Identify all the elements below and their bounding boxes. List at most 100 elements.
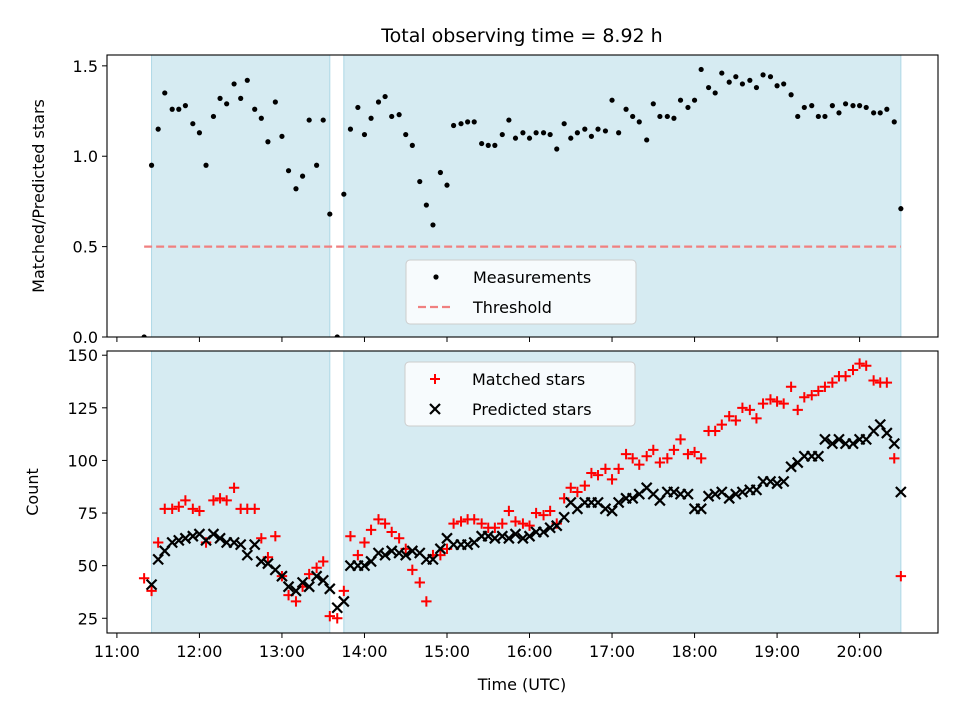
measurement-point: [623, 106, 629, 112]
x-tick-label: 11:00: [94, 642, 140, 661]
matched-star-point: [324, 610, 336, 622]
measurement-point: [526, 135, 533, 141]
measurement-point: [540, 130, 547, 136]
measurement-point: [836, 110, 842, 116]
measurement-point: [815, 113, 821, 120]
matched-star-point: [889, 453, 900, 464]
predicted-star-point: [558, 511, 570, 524]
count-panel: 25 50 75 100 125 150 11:00 12:00 13:00 14:00 15:00…: [23, 346, 939, 661]
matched-star-point: [138, 573, 150, 584]
measurement-point: [850, 103, 856, 109]
measurement-point: [512, 135, 519, 141]
matched-star-point: [586, 467, 597, 479]
measurement-point: [842, 101, 849, 107]
x-tick-label: 20:00: [837, 642, 883, 661]
matched-star-point: [332, 613, 343, 624]
measurement-point: [361, 131, 368, 138]
x-tick-label: 14:00: [341, 642, 387, 661]
matched-star-point: [228, 482, 240, 493]
predicted-star-point: [324, 583, 336, 595]
matched-star-point: [737, 402, 748, 414]
plot-area: [138, 351, 907, 633]
matched-star-point: [565, 482, 576, 493]
measurement-point: [863, 104, 869, 111]
legend-entry: Threshold: [472, 298, 552, 317]
legend: Measurements Threshold: [405, 259, 637, 325]
measurement-point: [299, 173, 306, 179]
measurement-point: [341, 191, 347, 197]
measurement-point: [437, 169, 443, 176]
measurement-point: [636, 119, 642, 125]
measurement-point: [809, 103, 815, 109]
measurement-point: [347, 126, 354, 132]
predicted-star-point: [173, 534, 185, 547]
measurement-point: [479, 140, 485, 147]
matched-star-point: [393, 533, 405, 544]
matched-star-point: [861, 360, 872, 371]
measurement-point: [726, 79, 732, 85]
matched-star-point: [221, 495, 232, 506]
matched-star-point: [530, 507, 542, 519]
matched-star-point: [847, 364, 859, 376]
matched-star-point: [806, 389, 817, 401]
matched-star-point: [662, 453, 673, 464]
measurement-point: [252, 106, 258, 112]
legend-box: [404, 361, 636, 427]
matched-star-point: [819, 381, 831, 392]
measurement-point: [217, 95, 223, 101]
predicted-star-point: [214, 532, 226, 545]
matched-star-point: [303, 568, 315, 580]
measurement-point: [272, 99, 278, 105]
matched-star-point: [166, 503, 178, 515]
chart-title: Total observing time = 8.92 h: [380, 25, 662, 47]
measurement-point: [898, 206, 904, 212]
predicted-star-point: [785, 460, 797, 473]
measurement-point: [355, 104, 361, 111]
measurement-point: [822, 113, 828, 120]
matched-star-point: [152, 537, 164, 548]
matched-star-point: [455, 516, 467, 527]
measurement-point: [795, 113, 801, 120]
matched-star-point: [799, 392, 810, 403]
matched-star-point: [620, 448, 632, 460]
measurement-point: [176, 106, 182, 112]
predicted-star-point: [434, 543, 447, 555]
matched-star-point: [730, 415, 742, 426]
matched-star-point: [345, 530, 356, 542]
matched-star-point: [194, 505, 205, 517]
measurement-point: [574, 130, 580, 136]
predicted-star-point: [895, 486, 907, 498]
matched-star-point: [757, 398, 769, 409]
predicted-star-point: [730, 488, 742, 500]
matched-star-point: [407, 564, 418, 576]
measurement-point: [767, 74, 774, 80]
predicted-star-point: [764, 475, 777, 488]
matched-star-point: [654, 457, 666, 468]
predicted-star-point: [338, 595, 350, 608]
matched-star-point: [579, 480, 591, 491]
matched-star-point: [187, 503, 199, 515]
measurement-point: [712, 90, 718, 96]
measurement-point: [677, 97, 684, 103]
matched-star-point: [448, 518, 459, 529]
measurement-point: [169, 106, 175, 112]
measurement-point: [244, 77, 250, 83]
measurement-point: [747, 77, 753, 83]
legend-predicted-marker: [429, 403, 441, 415]
measurement-point: [182, 103, 188, 109]
measurement-point: [465, 119, 471, 125]
measurement-point: [506, 117, 512, 123]
predicted-star-point: [290, 585, 302, 597]
matched-star-point: [854, 358, 865, 369]
matched-star-point: [689, 446, 700, 458]
predicted-star-point: [482, 530, 495, 542]
measurement-point: [224, 101, 230, 107]
legend-box: [405, 259, 637, 325]
predicted-star-point: [166, 536, 178, 549]
predicted-star-point: [668, 486, 680, 498]
matched-star-point: [765, 394, 776, 405]
matched-star-point: [311, 562, 322, 573]
measurement-point: [196, 130, 203, 136]
predicted-star-point: [310, 570, 323, 582]
measurement-point: [664, 113, 670, 120]
